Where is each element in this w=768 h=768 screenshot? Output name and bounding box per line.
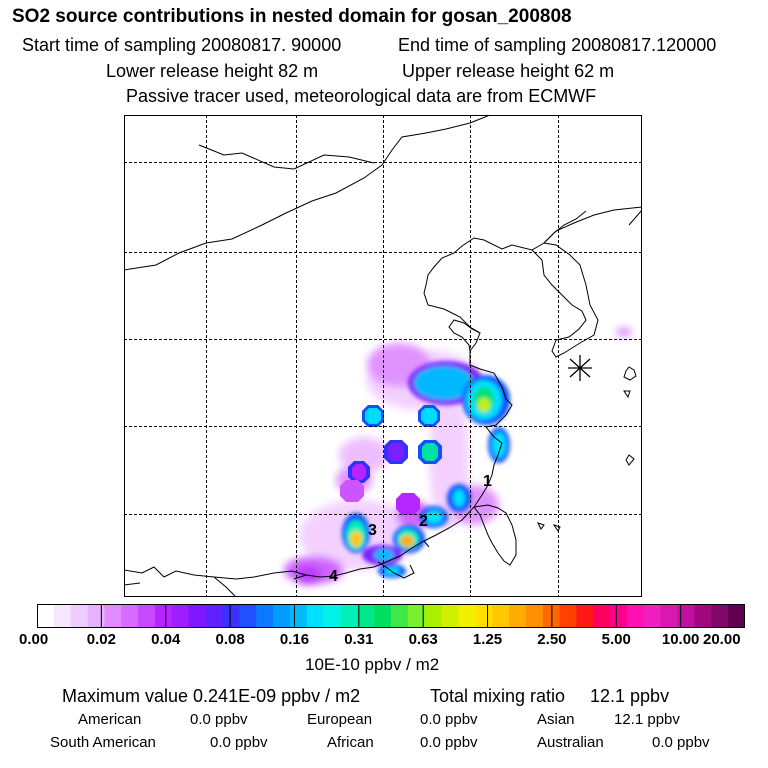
colorbar-segment — [53, 604, 72, 628]
colorbar-segment — [239, 604, 257, 628]
concentration-map: 1 2 3 4 — [124, 115, 642, 597]
colorbar-segment — [559, 604, 577, 628]
colorbar-segment — [256, 604, 274, 628]
colorbar-ticks: 0.00 0.02 0.04 0.08 0.16 0.31 0.63 1.25 2.50 5.00… — [0, 631, 768, 653]
colorbar-segment — [542, 604, 561, 628]
lower-release-text: Lower release height 82 m — [106, 61, 319, 81]
colorbar-frame — [37, 604, 745, 628]
colorbar-segment — [323, 604, 341, 628]
grid-lines — [124, 115, 642, 597]
colorbar-tick-label: 0.08 — [215, 631, 245, 648]
colorbar-segment — [138, 604, 156, 628]
colorbar-segment — [205, 604, 223, 628]
units-label: 10E-10 ppbv / m2 — [305, 655, 440, 674]
chart-title: SO2 source contributions in nested domai… — [12, 6, 572, 27]
region-label: 4 — [329, 568, 338, 585]
colorbar-segment — [711, 604, 729, 628]
colorbar-tick-label: 10.00 — [661, 631, 700, 648]
colorbar-segment — [37, 604, 55, 628]
contribution-value: 0.0 ppbv — [210, 734, 268, 751]
max-value-text: Maximum value 0.241E-09 ppbv / m2 — [62, 686, 361, 706]
colorbar-segment — [694, 604, 712, 628]
colorbar — [37, 604, 745, 628]
colorbar-segment — [289, 604, 308, 628]
colorbar-segment — [87, 604, 105, 628]
contribution-label: American — [78, 711, 142, 728]
total-mixing-value: 12.1 ppbv — [590, 686, 670, 706]
colorbar-segment — [441, 604, 459, 628]
colorbar-segment — [576, 604, 594, 628]
colorbar-segment — [424, 604, 443, 628]
colorbar-segment — [660, 604, 679, 628]
contribution-label: European — [307, 711, 373, 728]
contribution-value: 0.0 ppbv — [420, 734, 478, 751]
colorbar-segment — [643, 604, 662, 628]
colorbar-tick-label: 2.50 — [537, 631, 567, 648]
colorbar-segment — [677, 604, 695, 628]
colorbar-tick-label: 0.00 — [19, 631, 49, 648]
contribution-label: Asian — [537, 711, 575, 728]
colorbar-segment — [357, 604, 375, 628]
contribution-value: 0.0 ppbv — [190, 711, 248, 728]
receptor-marker — [568, 355, 592, 381]
colorbar-segment — [273, 604, 291, 628]
colorbar-segment — [306, 604, 325, 628]
colorbar-segment — [155, 604, 173, 628]
end-time-text: End time of sampling 20080817.120000 — [398, 35, 717, 55]
colorbar-segment — [340, 604, 358, 628]
colorbar-segment — [610, 604, 628, 628]
start-time-text: Start time of sampling 20080817. 90000 — [22, 35, 342, 55]
map-frame — [124, 115, 642, 597]
colorbar-segment — [407, 604, 426, 628]
contribution-value: 0.0 ppbv — [652, 734, 710, 751]
contribution-label: African — [327, 734, 374, 751]
colorbar-segment — [593, 604, 611, 628]
colorbar-segment — [492, 604, 510, 628]
contribution-value: 12.1 ppbv — [614, 711, 680, 728]
contribution-label: South American — [50, 734, 156, 751]
colorbar-segment — [391, 604, 409, 628]
colorbar-segment — [188, 604, 207, 628]
colorbar-segment — [475, 604, 493, 628]
upper-release-text: Upper release height 62 m — [402, 61, 615, 81]
colorbar-tick-label: 0.31 — [344, 631, 374, 648]
colorbar-segment — [104, 604, 122, 628]
colorbar-segment — [728, 604, 745, 628]
colorbar-segment — [458, 604, 476, 628]
colorbar-tick-label: 0.02 — [86, 631, 116, 648]
colorbar-segment — [374, 604, 392, 628]
colorbar-segment — [509, 604, 527, 628]
colorbar-tick-label: 20.00 — [703, 631, 741, 648]
colorbar-segment — [627, 604, 645, 628]
colorbar-segment — [70, 604, 89, 628]
region-label: 2 — [419, 513, 428, 530]
colorbar-segment — [171, 604, 190, 628]
region-label: 3 — [368, 522, 377, 539]
contribution-label: Australian — [537, 734, 604, 751]
contribution-value: 0.0 ppbv — [420, 711, 478, 728]
colorbar-tick-label: 5.00 — [601, 631, 631, 648]
colorbar-segment — [222, 604, 240, 628]
region-label: 1 — [483, 473, 492, 490]
tracer-note: Passive tracer used, meteorological data… — [126, 86, 597, 106]
colorbar-tick-label: 0.04 — [151, 631, 181, 648]
total-mixing-label: Total mixing ratio — [430, 686, 566, 706]
colorbar-tick-label: 0.16 — [279, 631, 310, 648]
colorbar-segment — [525, 604, 544, 628]
colorbar-tick-label: 0.63 — [408, 631, 438, 648]
colorbar-tick-label: 1.25 — [472, 631, 503, 648]
colorbar-segment — [121, 604, 139, 628]
